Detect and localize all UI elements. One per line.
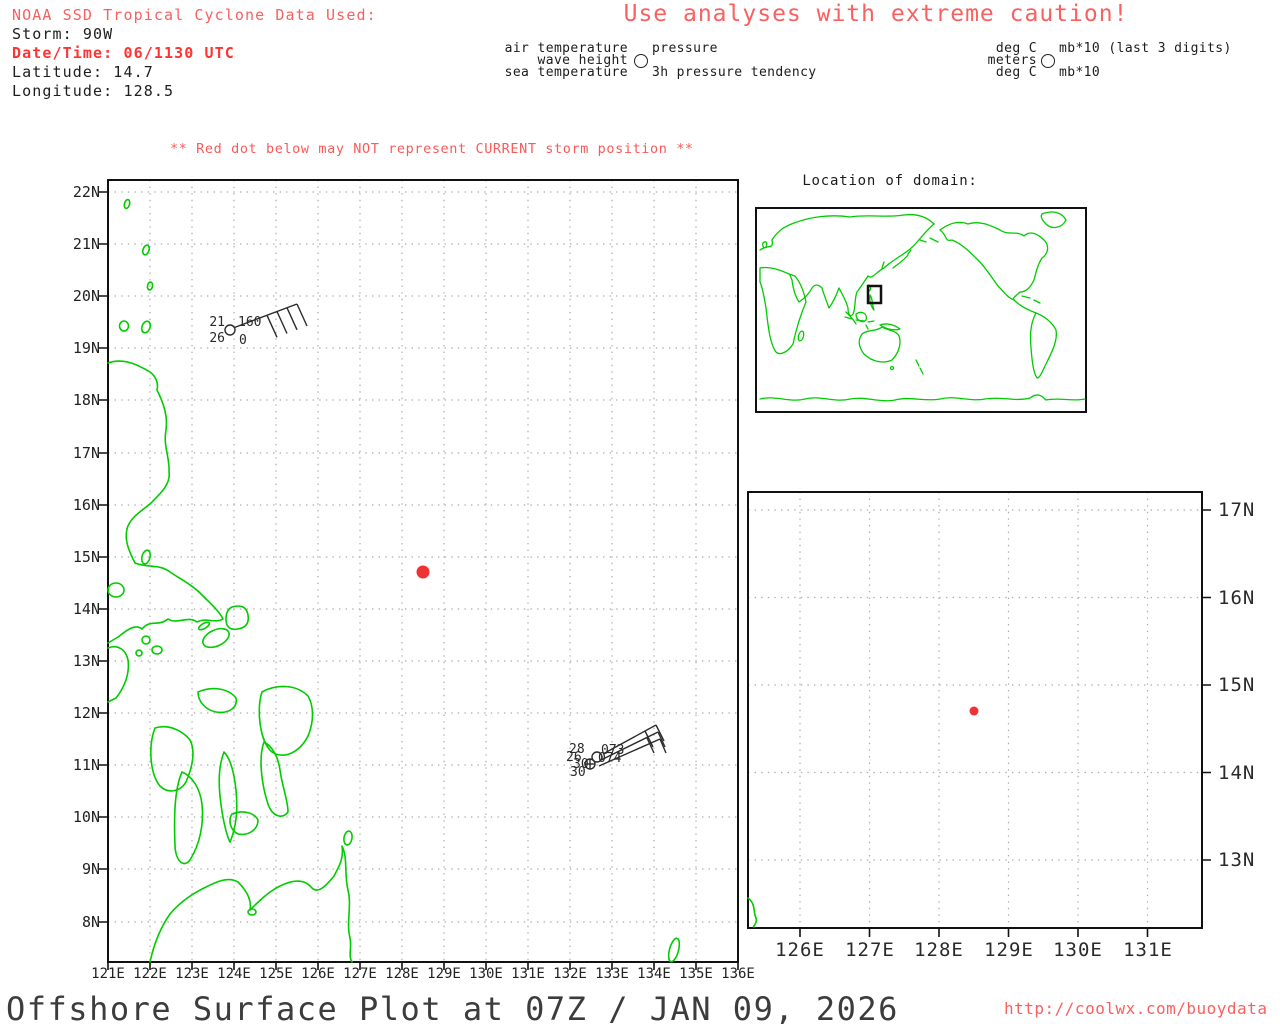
main-y-tick: 14N: [72, 600, 100, 618]
main-y-tick: 11N: [72, 756, 100, 774]
zoom-axis-ticks: [799, 509, 1211, 937]
key-wave-height: wave height: [537, 53, 628, 68]
station-nw-pressure: 160: [238, 315, 262, 330]
key-air-temperature: air temperature: [504, 41, 628, 56]
station-cluster-sea-temp: 30: [570, 765, 586, 780]
station-cluster-air-temp: 28: [569, 742, 585, 757]
station-nw-tendency: 0: [239, 333, 247, 348]
main-x-tick: 134E: [637, 966, 671, 982]
zoom-x-tick: 127E: [845, 939, 895, 961]
zoom-coastline-samar: [747, 897, 758, 928]
main-y-tick: 10N: [72, 808, 100, 826]
main-x-tick: 129E: [427, 966, 461, 982]
main-x-tick: 127E: [343, 966, 377, 982]
inset-world-map: [755, 207, 1087, 413]
storm-latitude: Latitude: 14.7: [12, 63, 154, 81]
station-cluster-pressure: 074: [598, 751, 622, 766]
caution-banner: Use analyses with extreme caution!: [623, 1, 1129, 27]
main-x-tick: 125E: [259, 966, 293, 982]
zoom-map-frame: [747, 491, 1203, 929]
main-x-tick: 121E: [91, 966, 125, 982]
red-dot-warning: ** Red dot below may NOT represent CURRE…: [170, 141, 694, 157]
main-y-tick: 18N: [72, 391, 100, 409]
zoom-y-tick: 17N: [1218, 499, 1256, 521]
noaa-data-title: NOAA SSD Tropical Cyclone Data Used:: [12, 6, 377, 24]
main-y-tick: 15N: [72, 548, 100, 566]
zoom-x-tick: 129E: [984, 939, 1034, 961]
unit-wave-meters: meters: [987, 53, 1037, 68]
main-y-tick: 17N: [72, 444, 100, 462]
storm-longitude: Longitude: 128.5: [12, 82, 175, 100]
main-x-tick: 132E: [553, 966, 587, 982]
unit-sea-degc: deg C: [995, 65, 1037, 80]
world-coastline: [759, 211, 1086, 402]
main-y-tick: 13N: [72, 652, 100, 670]
zoom-x-tick: 128E: [914, 939, 964, 961]
inset-frame: [755, 207, 1087, 413]
unit-tendency-mb: mb*10: [1059, 65, 1101, 80]
zoom-y-tick: 14N: [1218, 762, 1256, 784]
domain-box: [866, 284, 883, 305]
key-pressure: pressure: [652, 41, 718, 56]
plot-title: Offshore Surface Plot at 07Z / JAN 09, 2…: [6, 990, 899, 1024]
unit-pressure-mb: mb*10 (last 3 digits): [1059, 41, 1232, 56]
main-x-tick: 128E: [385, 966, 419, 982]
zoom-y-tick: 16N: [1218, 587, 1256, 609]
station-cluster-air-temp: 26: [566, 750, 582, 765]
main-y-tick: 20N: [72, 287, 100, 305]
main-x-tick: 131E: [511, 966, 545, 982]
main-y-tick: 12N: [72, 704, 100, 722]
station-nw-sea-temp: 26: [209, 331, 225, 346]
main-map-frame: [107, 179, 739, 963]
main-y-tick: 16N: [72, 496, 100, 514]
station-cluster-sea-temp: 30: [573, 757, 589, 772]
main-y-tick: 21N: [72, 235, 100, 253]
main-y-tick: 9N: [81, 860, 100, 878]
inset-title: Location of domain:: [802, 173, 978, 189]
main-x-tick: 126E: [301, 966, 335, 982]
main-axis-ticks: [99, 191, 739, 970]
zoom-map: [747, 491, 1211, 937]
station-plot-cluster: [584, 724, 667, 770]
key-pressure-tendency: 3h pressure tendency: [652, 65, 817, 80]
main-x-tick: 130E: [469, 966, 503, 982]
main-x-tick: 133E: [595, 966, 629, 982]
zoom-x-tick: 131E: [1123, 939, 1173, 961]
main-y-tick: 8N: [81, 913, 100, 931]
main-x-tick: 124E: [217, 966, 251, 982]
unit-air-degc: deg C: [995, 41, 1037, 56]
philippines-coastline: [107, 198, 681, 963]
source-url: http://coolwx.com/buoydata: [1004, 999, 1268, 1018]
zoom-y-tick: 13N: [1218, 849, 1256, 871]
main-x-tick: 135E: [679, 966, 713, 982]
storm-id: Storm: 90W: [12, 25, 114, 43]
station-nw-air-temp: 21: [209, 315, 225, 330]
main-map: [99, 179, 739, 970]
zoom-x-tick: 130E: [1053, 939, 1103, 961]
zoom-grid-horizontal: [748, 509, 1202, 861]
main-y-tick: 22N: [72, 183, 100, 201]
station-circle-icon: [634, 54, 648, 68]
main-x-tick: 136E: [721, 966, 755, 982]
storm-datetime: Date/Time: 06/1130 UTC: [12, 44, 235, 62]
main-x-tick: 123E: [175, 966, 209, 982]
zoom-x-tick: 126E: [775, 939, 825, 961]
station-cluster-pressure: 073: [601, 743, 625, 758]
key-sea-temperature: sea temperature: [504, 65, 628, 80]
main-y-tick: 19N: [72, 339, 100, 357]
storm-dot-main: [416, 565, 430, 579]
station-plot-nw: [224, 303, 308, 338]
storm-dot-zoom: [969, 706, 979, 716]
zoom-grid-vertical: [799, 492, 1149, 928]
zoom-y-tick: 15N: [1218, 674, 1256, 696]
units-circle-icon: [1041, 54, 1055, 68]
main-x-tick: 122E: [133, 966, 167, 982]
